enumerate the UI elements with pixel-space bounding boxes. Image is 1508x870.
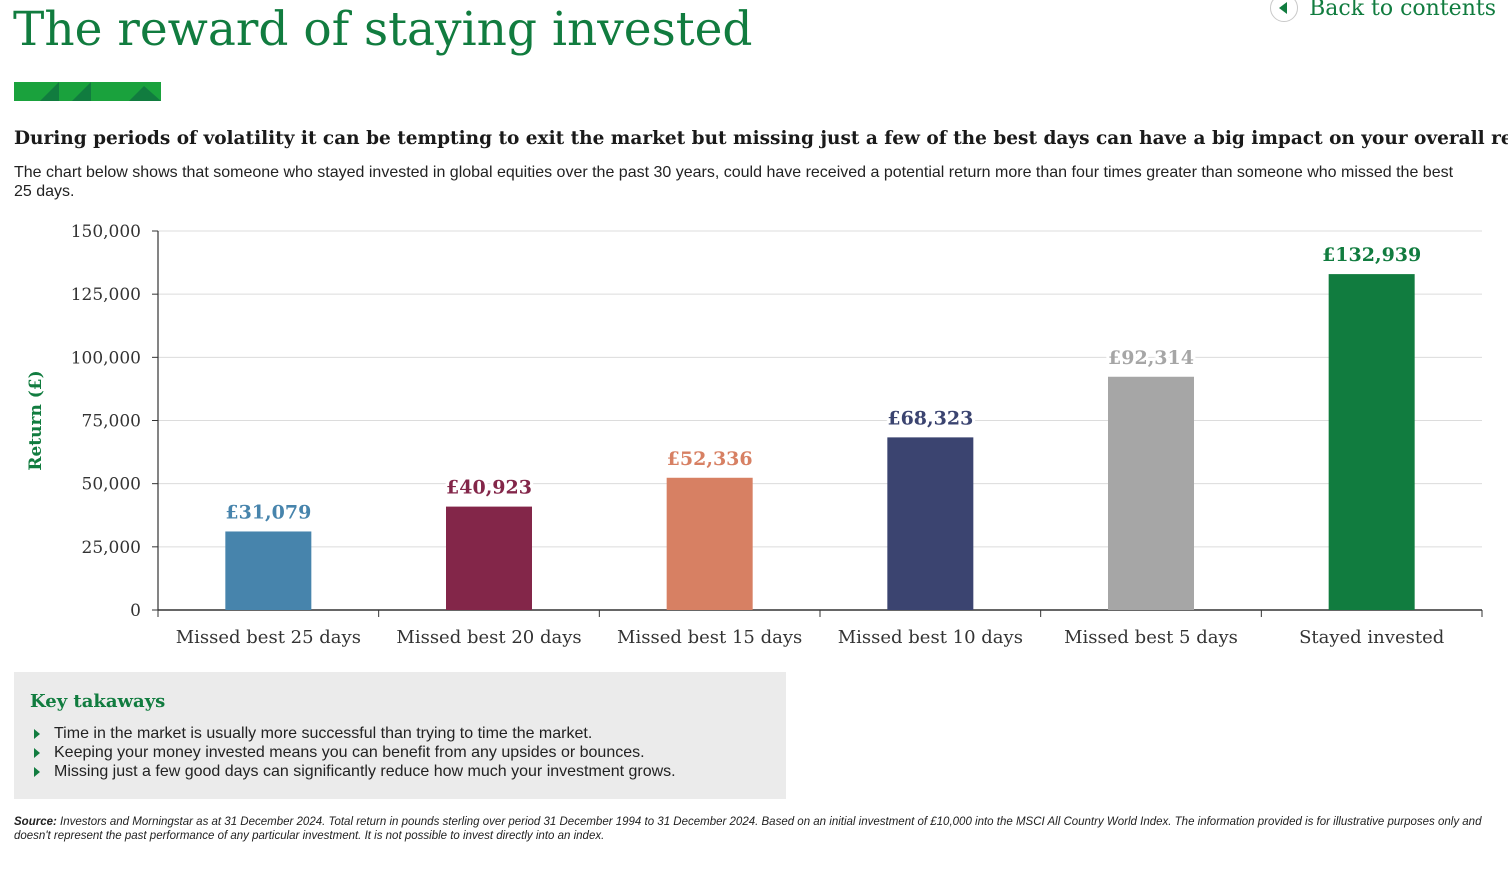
page-title: The reward of staying invested bbox=[13, 2, 753, 57]
list-item-text: Missing just a few good days can signifi… bbox=[54, 763, 676, 780]
y-tick-label: 75,000 bbox=[82, 412, 141, 432]
list-item: Keeping your money invested means you ca… bbox=[30, 743, 770, 762]
chevron-left-icon bbox=[1270, 0, 1299, 22]
list-item-text: Time in the market is usually more succe… bbox=[54, 725, 593, 742]
y-tick-label: 25,000 bbox=[82, 538, 141, 558]
list-item: Time in the market is usually more succe… bbox=[30, 724, 770, 743]
intro-paragraph: The chart below shows that someone who s… bbox=[14, 164, 1454, 200]
back-to-contents-label: Back to contents bbox=[1309, 0, 1496, 21]
bar bbox=[1328, 274, 1415, 610]
bar bbox=[887, 437, 974, 610]
bar bbox=[1108, 376, 1194, 610]
bar bbox=[666, 477, 753, 610]
y-tick-label: 50,000 bbox=[82, 475, 141, 495]
returns-bar-chart: 0 25,000 50,000 75,000 100,000 125,000 150,000… bbox=[26, 222, 1483, 648]
bullet-arrow-icon bbox=[34, 728, 40, 739]
back-to-contents-link[interactable]: Back to contents bbox=[1270, 0, 1496, 22]
bar bbox=[225, 531, 312, 610]
x-tick-label: Stayed invested bbox=[1299, 627, 1444, 648]
x-tick-label: Missed best 15 days bbox=[617, 627, 802, 648]
bullet-arrow-icon bbox=[34, 766, 40, 777]
data-label: £31,079 bbox=[225, 501, 311, 523]
data-label: £52,336 bbox=[667, 448, 753, 470]
key-takeaways-panel: Key takaways Time in the market is usual… bbox=[14, 672, 786, 799]
x-tick-label: Missed best 10 days bbox=[838, 627, 1023, 648]
source-label: Source: bbox=[14, 816, 57, 828]
x-tick-label: Missed best 20 days bbox=[396, 627, 581, 648]
lead-paragraph: During periods of volatility it can be t… bbox=[14, 128, 1508, 149]
y-tick-label: 0 bbox=[130, 601, 141, 621]
list-item: Missing just a few good days can signifi… bbox=[30, 762, 770, 781]
x-tick-label: Missed best 5 days bbox=[1064, 627, 1238, 648]
y-tick-label: 100,000 bbox=[71, 348, 141, 368]
y-tick-label: 150,000 bbox=[71, 222, 141, 242]
key-takeaways-list: Time in the market is usually more succe… bbox=[30, 724, 770, 781]
y-axis-label: Return (£) bbox=[26, 370, 46, 470]
data-label: £132,939 bbox=[1322, 244, 1421, 266]
bullet-arrow-icon bbox=[34, 747, 40, 758]
source-footnote: Source: Investors and Morningstar as at … bbox=[14, 815, 1484, 843]
data-label: £92,314 bbox=[1108, 347, 1194, 369]
source-text: Investors and Morningstar as at 31 Decem… bbox=[14, 816, 1482, 842]
data-label: £40,923 bbox=[446, 477, 532, 499]
decorative-stripe bbox=[14, 82, 161, 101]
bar bbox=[446, 506, 532, 610]
data-label: £68,323 bbox=[887, 407, 973, 429]
list-item-text: Keeping your money invested means you ca… bbox=[54, 744, 645, 761]
y-tick-label: 125,000 bbox=[71, 285, 141, 305]
x-tick-label: Missed best 25 days bbox=[176, 627, 361, 648]
key-takeaways-title: Key takaways bbox=[30, 691, 166, 712]
